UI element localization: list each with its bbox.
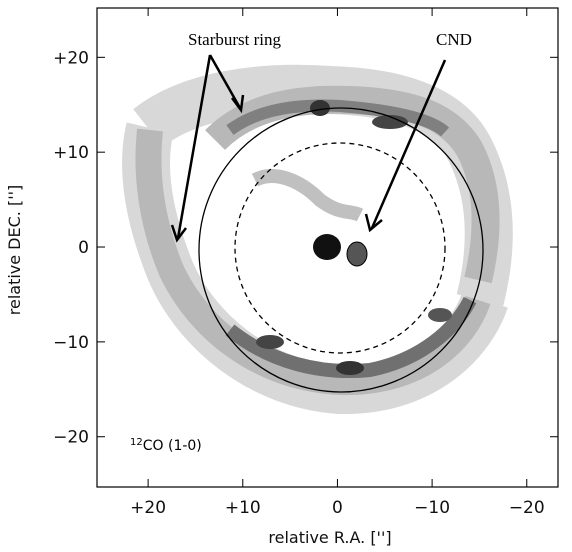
line-label-text: CO (1-0) xyxy=(143,438,202,454)
cnd-core xyxy=(313,234,341,260)
clump xyxy=(310,100,330,116)
x-tick-label: −20 xyxy=(509,498,545,518)
clump xyxy=(336,361,364,375)
ring-north xyxy=(226,99,450,137)
arrows xyxy=(170,54,447,243)
y-axis-label: relative DEC. [''] xyxy=(5,185,24,316)
y-tick-label: +20 xyxy=(53,48,89,68)
y-tick-label: 0 xyxy=(78,238,89,258)
inner-circle xyxy=(234,142,446,354)
y-tick-label: +10 xyxy=(53,143,89,163)
annotation: CND xyxy=(436,30,472,49)
inner-bar xyxy=(251,169,364,222)
annotation: Starburst ring xyxy=(188,30,282,49)
x-tick-label: +20 xyxy=(130,498,166,518)
clump xyxy=(372,115,408,129)
y-tick-label: −10 xyxy=(53,333,89,353)
line-label-sup: 12 xyxy=(130,437,143,448)
clump xyxy=(428,308,452,322)
line-label: 12CO (1-0) xyxy=(130,437,202,454)
x-tick-label: −10 xyxy=(414,498,450,518)
ring-south xyxy=(225,296,477,379)
clump xyxy=(256,335,284,349)
x-tick-label: +10 xyxy=(225,498,261,518)
emission-map xyxy=(122,64,513,415)
outer-circle xyxy=(198,107,484,393)
x-axis-label: relative R.A. [''] xyxy=(268,528,391,547)
cnd-core xyxy=(346,241,368,267)
y-tick-label: −20 xyxy=(53,428,89,448)
x-tick-label: 0 xyxy=(332,498,343,518)
